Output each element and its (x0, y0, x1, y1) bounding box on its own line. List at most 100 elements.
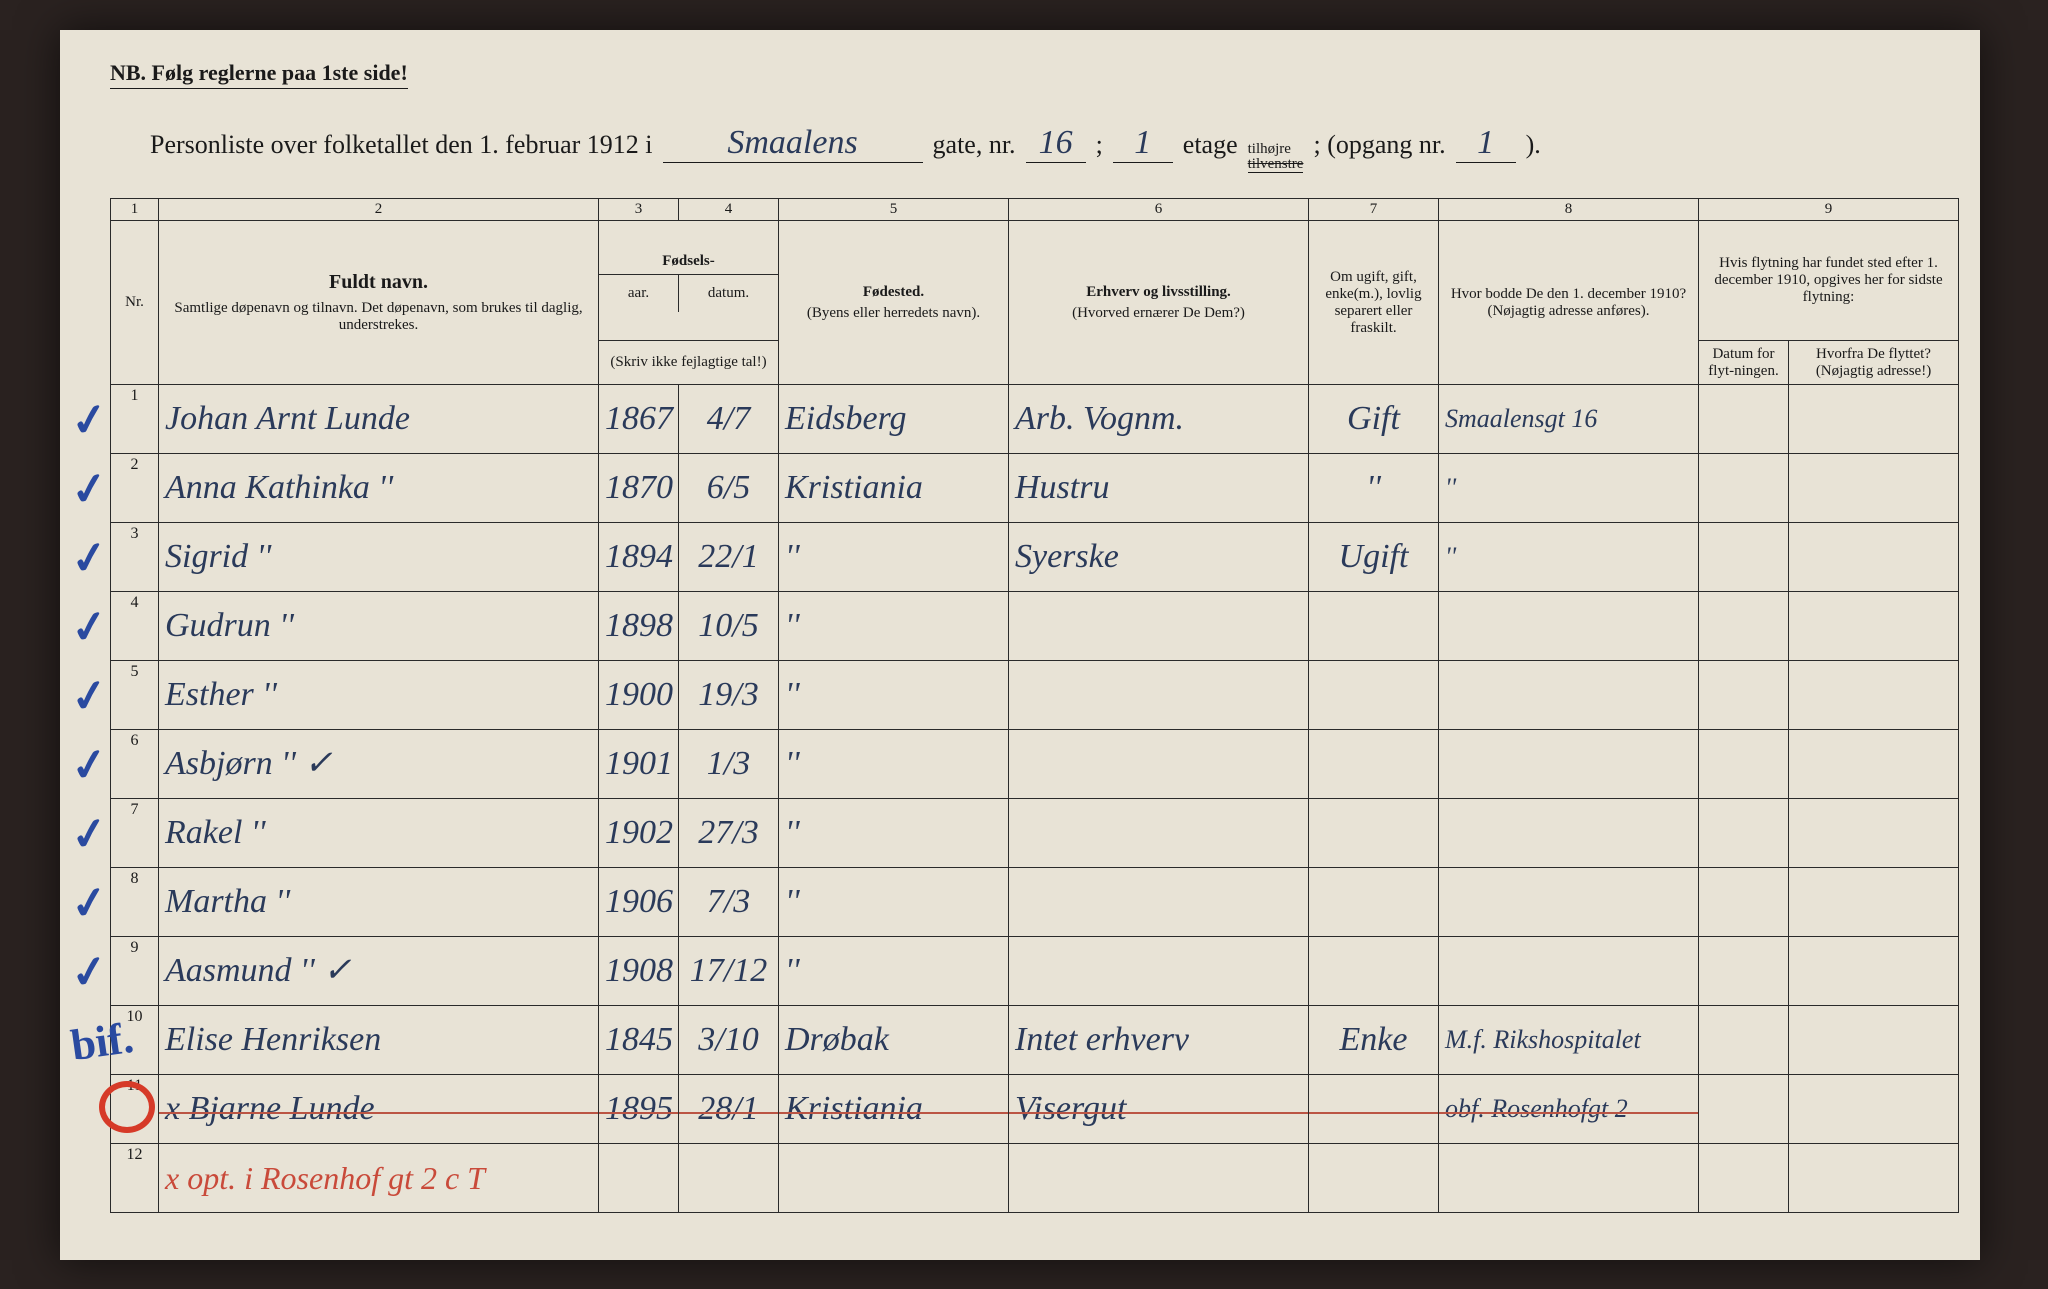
cell-addr1910 (1439, 661, 1699, 730)
cell-date: 4/7 (679, 385, 779, 454)
cell-year: 1867 (599, 385, 679, 454)
cell-move-date (1699, 523, 1789, 592)
hdr-skriv: (Skriv ikke fejlagtige tal!) (599, 341, 779, 385)
cell-occupation (1009, 868, 1309, 937)
hdr-datum: datum. (679, 275, 778, 312)
cell-status (1309, 937, 1439, 1006)
check-mark-icon: ✓ (68, 600, 112, 656)
table-row: ✓3Sigrid ''189422/1''SyerskeUgift'' (111, 523, 1959, 592)
check-mark-icon: ✓ (68, 531, 112, 587)
cell-year: 1898 (599, 592, 679, 661)
cell-nr: ✓7 (111, 799, 159, 868)
cell-name: x opt. i Rosenhof gt 2 c T (159, 1144, 599, 1213)
cell-nr: ✓2 (111, 454, 159, 523)
etage-label: etage (1183, 130, 1238, 160)
semicolon: ; (1096, 130, 1103, 160)
colnum-1: 1 (111, 199, 159, 221)
cell-status: Enke (1309, 1006, 1439, 1075)
cell-birthplace (779, 1144, 1009, 1213)
cell-addr1910 (1439, 730, 1699, 799)
cell-year: 1894 (599, 523, 679, 592)
cell-move-from (1789, 1006, 1959, 1075)
cell-date: 28/1 (679, 1075, 779, 1144)
cell-addr1910 (1439, 868, 1699, 937)
cell-date: 17/12 (679, 937, 779, 1006)
cell-date: 22/1 (679, 523, 779, 592)
cell-year: 1901 (599, 730, 679, 799)
cell-birthplace: '' (779, 661, 1009, 730)
cell-birthplace: '' (779, 523, 1009, 592)
hdr-fodsels-label: Fødsels- (599, 249, 778, 275)
table-row: ✓9Aasmund '' ✓190817/12'' (111, 937, 1959, 1006)
cell-move-from (1789, 385, 1959, 454)
hdr-name-sub: Samtlige døpenavn og tilnavn. Det døpena… (165, 300, 592, 334)
hdr-flyt: Hvis flytning har fundet sted efter 1. d… (1699, 221, 1959, 341)
cell-occupation (1009, 592, 1309, 661)
hdr-addr1910-sub: (Nøjagtig adresse anføres). (1445, 303, 1692, 320)
cell-date: 10/5 (679, 592, 779, 661)
side-options: tilhøjre tilvenstre (1248, 142, 1304, 173)
cell-date: 27/3 (679, 799, 779, 868)
cell-addr1910: '' (1439, 454, 1699, 523)
table-row: ✓4Gudrun ''189810/5'' (111, 592, 1959, 661)
cell-addr1910 (1439, 799, 1699, 868)
table-row: ✓8Martha ''19067/3'' (111, 868, 1959, 937)
cell-birthplace: '' (779, 937, 1009, 1006)
table-row: ✓1Johan Arnt Lunde18674/7EidsbergArb. Vo… (111, 385, 1959, 454)
cell-move-date (1699, 1006, 1789, 1075)
cell-move-from (1789, 937, 1959, 1006)
cell-nr: ✓5 (111, 661, 159, 730)
cell-nr: ✓3 (111, 523, 159, 592)
cell-birthplace: '' (779, 730, 1009, 799)
cell-move-date (1699, 1144, 1789, 1213)
hdr-status: Om ugift, gift, enke(m.), lovlig separer… (1309, 221, 1439, 385)
opgang-label: ; (opgang nr. (1313, 130, 1445, 160)
cell-status: Gift (1309, 385, 1439, 454)
cell-date: 3/10 (679, 1006, 779, 1075)
cell-date: 7/3 (679, 868, 779, 937)
cell-birthplace: Drøbak (779, 1006, 1009, 1075)
cell-nr: 12 (111, 1144, 159, 1213)
cell-move-date (1699, 1075, 1789, 1144)
cell-addr1910: '' (1439, 523, 1699, 592)
cell-status (1309, 868, 1439, 937)
cell-status (1309, 1144, 1439, 1213)
cell-occupation (1009, 937, 1309, 1006)
street-name-fill: Smaalens (663, 124, 923, 163)
check-mark-icon: ✓ (68, 462, 112, 518)
cell-year: 1902 (599, 799, 679, 868)
gate-label: gate, nr. (933, 130, 1016, 160)
cell-addr1910: Smaalensgt 16 (1439, 385, 1699, 454)
cell-addr1910 (1439, 592, 1699, 661)
check-mark-icon: ✓ (68, 669, 112, 725)
cell-occupation: Visergut (1009, 1075, 1309, 1144)
table-header: 1 2 3 4 5 6 7 8 9 Nr. Fuldt navn. Samtli… (111, 199, 1959, 385)
cell-year: 1906 (599, 868, 679, 937)
cell-birthplace: Eidsberg (779, 385, 1009, 454)
hdr-fodested-main: Fødested. (785, 284, 1002, 301)
cell-occupation (1009, 730, 1309, 799)
cell-date: 1/3 (679, 730, 779, 799)
cell-occupation: Hustru (1009, 454, 1309, 523)
colnum-6: 6 (1009, 199, 1309, 221)
table-row: 12x opt. i Rosenhof gt 2 c T (111, 1144, 1959, 1213)
cell-occupation: Arb. Vognm. (1009, 385, 1309, 454)
hdr-fodested-sub: (Byens eller herredets navn). (785, 305, 1002, 322)
cell-name: Elise Henriksen (159, 1006, 599, 1075)
cell-status (1309, 1075, 1439, 1144)
title-lead: Personliste over folketallet den 1. febr… (150, 130, 653, 160)
cell-move-from (1789, 661, 1959, 730)
hdr-name: Fuldt navn. Samtlige døpenavn og tilnavn… (159, 221, 599, 385)
cell-year: 1908 (599, 937, 679, 1006)
cell-year: 1845 (599, 1006, 679, 1075)
cell-birthplace: '' (779, 868, 1009, 937)
cell-move-from (1789, 730, 1959, 799)
cell-date: 6/5 (679, 454, 779, 523)
cell-name: Sigrid '' (159, 523, 599, 592)
cell-nr: ✓1 (111, 385, 159, 454)
cell-move-date (1699, 592, 1789, 661)
cell-nr: ✓8 (111, 868, 159, 937)
red-circle-icon (99, 1081, 155, 1133)
closing-paren: ). (1526, 130, 1541, 160)
cell-move-date (1699, 385, 1789, 454)
